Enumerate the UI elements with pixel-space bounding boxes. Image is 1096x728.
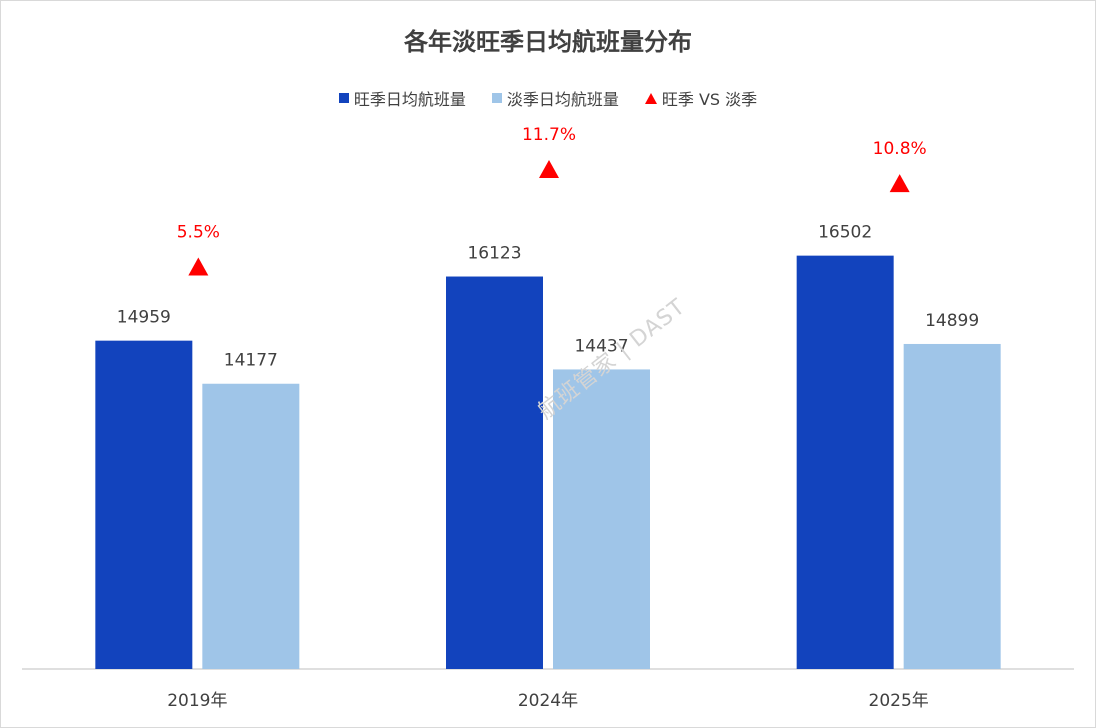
data-label-peak-0: 14959 [117, 308, 171, 328]
legend-label-ratio: 旺季 VS 淡季 [661, 90, 758, 109]
bar-peak-2 [796, 255, 894, 669]
ratio-label-0: 5.5% [177, 223, 220, 243]
bar-peak-1 [446, 276, 543, 669]
legend-label-peak: 旺季日均航班量 [353, 90, 466, 109]
data-label-off-0: 14177 [224, 351, 278, 371]
legend-marker-ratio [644, 92, 657, 104]
ratio-label-2: 10.8% [873, 139, 927, 159]
legend-label-off: 淡季日均航班量 [506, 90, 619, 109]
ratio-marker-0 [188, 257, 209, 276]
x-tick-label-1: 2024年 [518, 691, 578, 711]
x-tick-label-0: 2019年 [167, 691, 227, 711]
data-label-off-2: 14899 [925, 311, 979, 331]
bar-off-2 [903, 343, 1001, 669]
chart-title: 各年淡旺季日均航班量分布 [404, 28, 692, 56]
legend-swatch-peak [338, 93, 349, 103]
ratio-marker-2 [889, 174, 910, 193]
legend-swatch-off [491, 93, 502, 103]
ratio-marker-1 [539, 159, 559, 178]
data-label-peak-2: 16502 [818, 223, 872, 243]
legend-item-ratio: 旺季 VS 淡季 [644, 86, 758, 110]
bar-off-0 [202, 383, 300, 669]
legend-item-off: 淡季日均航班量 [491, 86, 619, 110]
data-label-peak-1: 16123 [467, 244, 521, 264]
bar-off-1 [553, 369, 650, 669]
legend-item-peak: 旺季日均航班量 [338, 86, 466, 110]
legend: 旺季日均航班量 淡季日均航班量 旺季 VS 淡季 [0, 86, 1096, 110]
x-tick-label-2: 2025年 [869, 691, 929, 711]
ratio-label-1: 11.7% [522, 125, 576, 145]
data-label-off-1: 14437 [574, 336, 628, 356]
bar-peak-0 [95, 340, 193, 669]
